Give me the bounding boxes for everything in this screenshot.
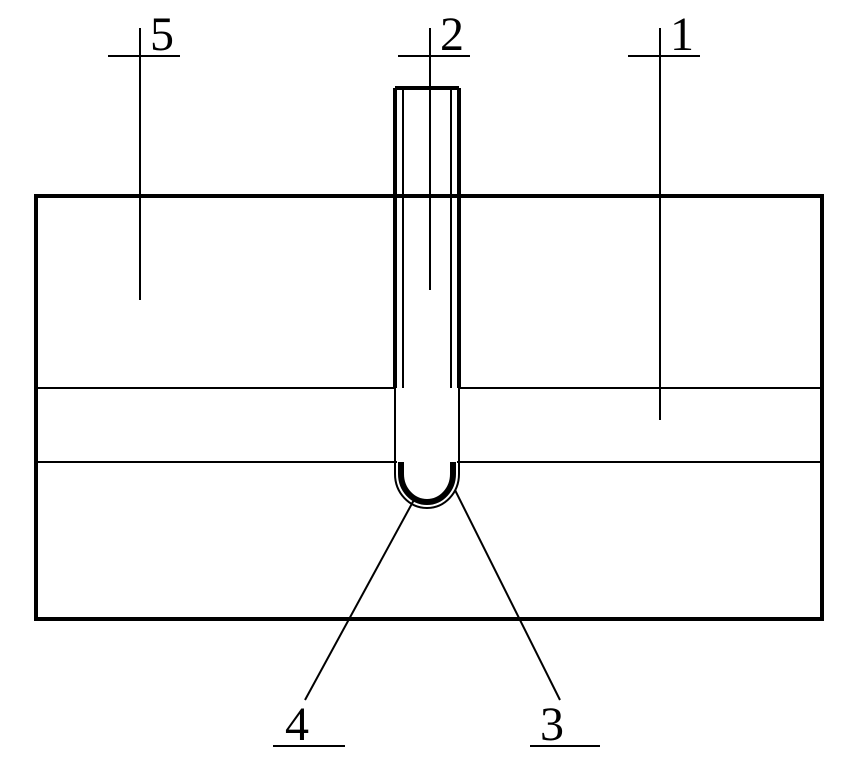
label-l2: 2 xyxy=(440,8,464,61)
label-l4: 4 xyxy=(285,698,309,751)
label-l5: 5 xyxy=(150,8,174,61)
label-l1: 1 xyxy=(670,8,694,61)
canvas-background xyxy=(0,0,856,759)
label-l3: 3 xyxy=(540,698,564,751)
